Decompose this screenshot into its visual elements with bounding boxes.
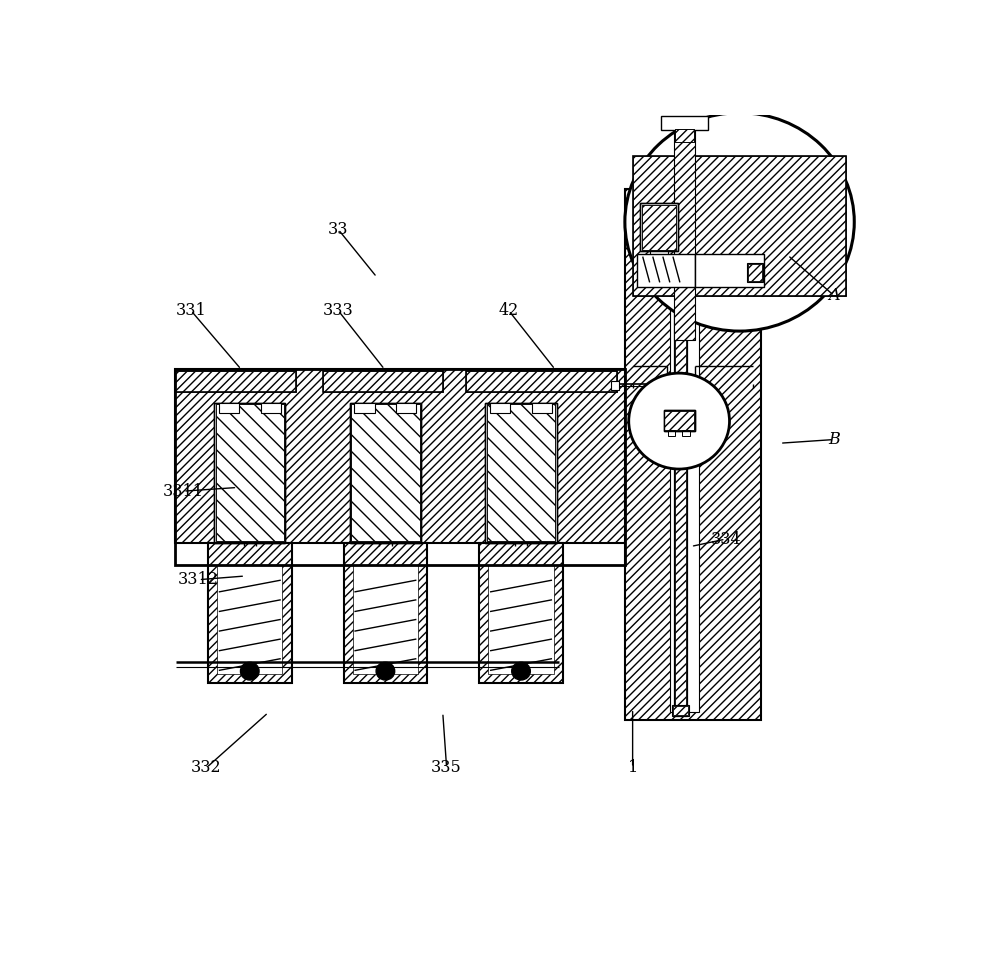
Text: 333: 333 bbox=[323, 302, 354, 319]
Polygon shape bbox=[625, 189, 761, 719]
Polygon shape bbox=[637, 254, 695, 286]
Polygon shape bbox=[350, 402, 421, 543]
Text: 3312: 3312 bbox=[178, 571, 219, 588]
Polygon shape bbox=[675, 129, 694, 142]
Polygon shape bbox=[748, 264, 762, 281]
Circle shape bbox=[629, 374, 730, 469]
Polygon shape bbox=[208, 543, 292, 683]
Polygon shape bbox=[650, 251, 668, 262]
Polygon shape bbox=[695, 254, 764, 286]
Text: A: A bbox=[828, 287, 840, 305]
Polygon shape bbox=[344, 543, 427, 683]
Polygon shape bbox=[675, 304, 686, 716]
Text: 1: 1 bbox=[628, 760, 638, 776]
Text: 3311: 3311 bbox=[163, 483, 204, 500]
Text: 42: 42 bbox=[498, 302, 519, 319]
Polygon shape bbox=[175, 371, 296, 392]
Polygon shape bbox=[672, 705, 689, 717]
Text: 332: 332 bbox=[191, 760, 222, 776]
Polygon shape bbox=[323, 371, 443, 392]
Text: 331: 331 bbox=[176, 302, 206, 319]
Polygon shape bbox=[396, 402, 416, 413]
Polygon shape bbox=[487, 404, 555, 541]
Polygon shape bbox=[485, 402, 557, 543]
Polygon shape bbox=[532, 402, 552, 413]
Text: 335: 335 bbox=[431, 760, 462, 776]
Polygon shape bbox=[214, 402, 285, 543]
Polygon shape bbox=[670, 196, 699, 713]
Polygon shape bbox=[216, 404, 284, 541]
Circle shape bbox=[512, 662, 530, 680]
Text: 33: 33 bbox=[328, 220, 348, 238]
Polygon shape bbox=[611, 380, 619, 390]
Polygon shape bbox=[664, 411, 694, 430]
Polygon shape bbox=[353, 565, 418, 674]
Polygon shape bbox=[633, 155, 846, 296]
Polygon shape bbox=[674, 126, 695, 340]
Polygon shape bbox=[351, 404, 420, 541]
Polygon shape bbox=[488, 565, 554, 674]
Polygon shape bbox=[217, 565, 282, 674]
Polygon shape bbox=[479, 543, 563, 683]
Polygon shape bbox=[466, 371, 617, 392]
Polygon shape bbox=[668, 430, 675, 436]
Polygon shape bbox=[354, 402, 375, 413]
Polygon shape bbox=[175, 370, 625, 543]
Polygon shape bbox=[661, 117, 708, 129]
Polygon shape bbox=[664, 410, 695, 431]
Polygon shape bbox=[674, 303, 687, 717]
Polygon shape bbox=[640, 203, 678, 251]
Polygon shape bbox=[673, 706, 688, 716]
Circle shape bbox=[625, 113, 854, 331]
Text: B: B bbox=[828, 431, 840, 448]
Polygon shape bbox=[261, 402, 281, 413]
Polygon shape bbox=[682, 430, 690, 436]
Polygon shape bbox=[642, 205, 676, 250]
Polygon shape bbox=[490, 402, 510, 413]
Polygon shape bbox=[219, 402, 239, 413]
Circle shape bbox=[376, 662, 395, 680]
Polygon shape bbox=[747, 263, 763, 282]
Text: 334: 334 bbox=[710, 531, 741, 548]
Circle shape bbox=[240, 662, 259, 680]
